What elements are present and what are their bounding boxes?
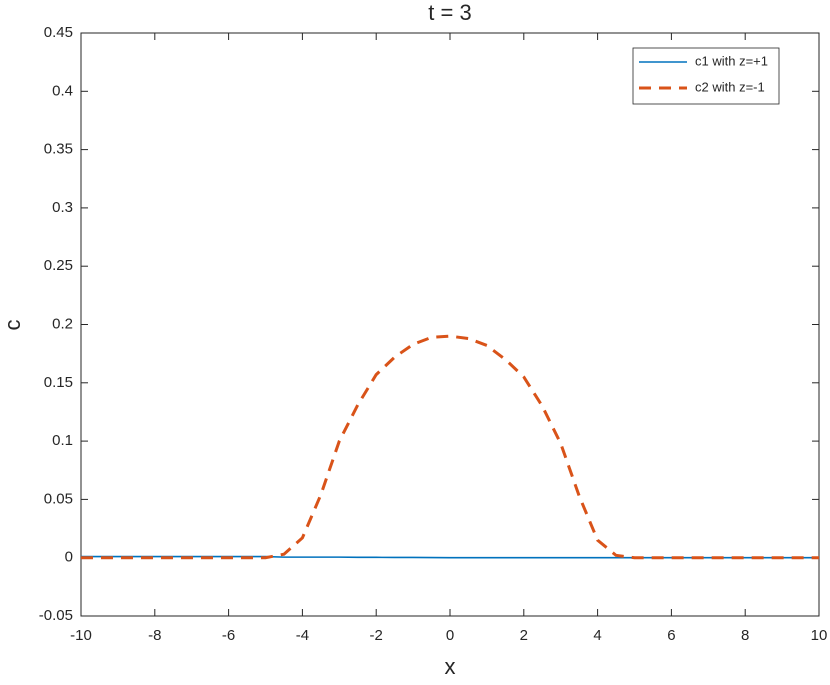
y-tick-label: 0.45 <box>44 24 73 41</box>
x-axis-label: x <box>445 654 456 679</box>
y-axis-label: c <box>0 320 25 331</box>
y-tick-label: 0.25 <box>44 257 73 274</box>
x-tick-label: 4 <box>593 627 601 644</box>
x-tick-label: 8 <box>741 627 749 644</box>
y-tick-label: 0.35 <box>44 141 73 158</box>
x-tick-label: 6 <box>667 627 675 644</box>
x-tick-label: 0 <box>446 627 454 644</box>
legend-label: c2 with z=-1 <box>695 79 765 94</box>
y-tick-label: 0.2 <box>52 315 73 332</box>
legend-label: c1 with z=+1 <box>695 53 768 68</box>
x-tick-label: 2 <box>520 627 528 644</box>
x-tick-label: 10 <box>811 627 828 644</box>
y-tick-label: -0.05 <box>39 607 73 624</box>
x-tick-label: -2 <box>370 627 383 644</box>
data-line <box>81 334 819 560</box>
y-tick-label: 0 <box>65 549 73 566</box>
x-tick-label: -6 <box>222 627 235 644</box>
y-tick-label: 0.4 <box>52 82 73 99</box>
x-tick-label: -4 <box>296 627 309 644</box>
plot-area <box>80 32 820 617</box>
x-tick-label: -8 <box>148 627 161 644</box>
y-tick-label: 0.15 <box>44 374 73 391</box>
y-tick-label: 0.05 <box>44 490 73 507</box>
y-tick-label: 0.3 <box>52 199 73 216</box>
legend-box <box>632 47 780 105</box>
x-tick-label: -10 <box>70 627 92 644</box>
y-tick-label: 0.1 <box>52 432 73 449</box>
chart-title: t = 3 <box>428 0 471 25</box>
